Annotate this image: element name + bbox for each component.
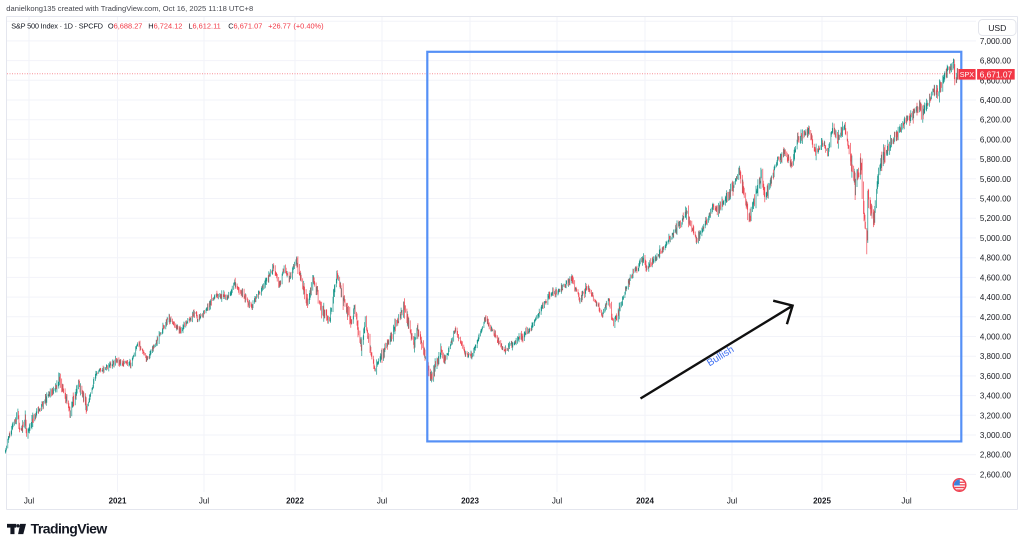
- svg-text:O6,688.27: O6,688.27: [108, 21, 143, 30]
- svg-text:danielkong135 created with Tra: danielkong135 created with TradingView.c…: [6, 4, 253, 13]
- svg-text:2024: 2024: [636, 497, 654, 506]
- svg-text:2,800.00: 2,800.00: [980, 451, 1012, 460]
- svg-text:6,671.07: 6,671.07: [980, 69, 1013, 79]
- svg-text:3,000.00: 3,000.00: [980, 431, 1012, 440]
- svg-text:4,600.00: 4,600.00: [980, 273, 1012, 282]
- svg-text:Jul: Jul: [377, 497, 387, 506]
- svg-text:6,800.00: 6,800.00: [980, 57, 1012, 66]
- svg-text:3,600.00: 3,600.00: [980, 372, 1012, 381]
- svg-text:4,000.00: 4,000.00: [980, 333, 1012, 342]
- svg-text:+26.77: +26.77: [268, 21, 291, 30]
- svg-text:4,200.00: 4,200.00: [980, 313, 1012, 322]
- svg-text:5,600.00: 5,600.00: [980, 175, 1012, 184]
- svg-text:3,200.00: 3,200.00: [980, 411, 1012, 420]
- svg-text:5,800.00: 5,800.00: [980, 155, 1012, 164]
- svg-text:2,600.00: 2,600.00: [980, 470, 1012, 479]
- svg-text:4,800.00: 4,800.00: [980, 254, 1012, 263]
- svg-text:Jul: Jul: [199, 497, 209, 506]
- svg-text:3,400.00: 3,400.00: [980, 392, 1012, 401]
- svg-text:Jul: Jul: [901, 497, 911, 506]
- svg-text:3,800.00: 3,800.00: [980, 352, 1012, 361]
- svg-text:2023: 2023: [461, 497, 479, 506]
- svg-text:C6,671.07: C6,671.07: [228, 21, 262, 30]
- svg-text:L6,612.11: L6,612.11: [188, 21, 220, 30]
- svg-text:6,000.00: 6,000.00: [980, 135, 1012, 144]
- svg-text:2021: 2021: [109, 497, 127, 506]
- svg-text:H6,724.12: H6,724.12: [148, 21, 182, 30]
- svg-text:6,200.00: 6,200.00: [980, 116, 1012, 125]
- svg-text:S&P 500 Index · 1D · SPCFD: S&P 500 Index · 1D · SPCFD: [11, 21, 103, 30]
- svg-text:7,000.00: 7,000.00: [980, 37, 1012, 46]
- svg-text:6,400.00: 6,400.00: [980, 96, 1012, 105]
- svg-text:TradingView: TradingView: [31, 521, 108, 537]
- svg-text:5,400.00: 5,400.00: [980, 195, 1012, 204]
- svg-text:4,400.00: 4,400.00: [980, 293, 1012, 302]
- svg-text:2022: 2022: [286, 497, 304, 506]
- svg-text:2025: 2025: [813, 497, 831, 506]
- svg-text:Jul: Jul: [552, 497, 562, 506]
- svg-text:SPX: SPX: [960, 70, 975, 79]
- svg-text:(+0.40%): (+0.40%): [293, 21, 323, 30]
- svg-text:5,200.00: 5,200.00: [980, 214, 1012, 223]
- svg-text:Jul: Jul: [24, 497, 34, 506]
- svg-text:USD: USD: [988, 23, 1006, 33]
- svg-text:6,600.00: 6,600.00: [980, 76, 1012, 85]
- svg-text:5,000.00: 5,000.00: [980, 234, 1012, 243]
- svg-text:Jul: Jul: [727, 497, 737, 506]
